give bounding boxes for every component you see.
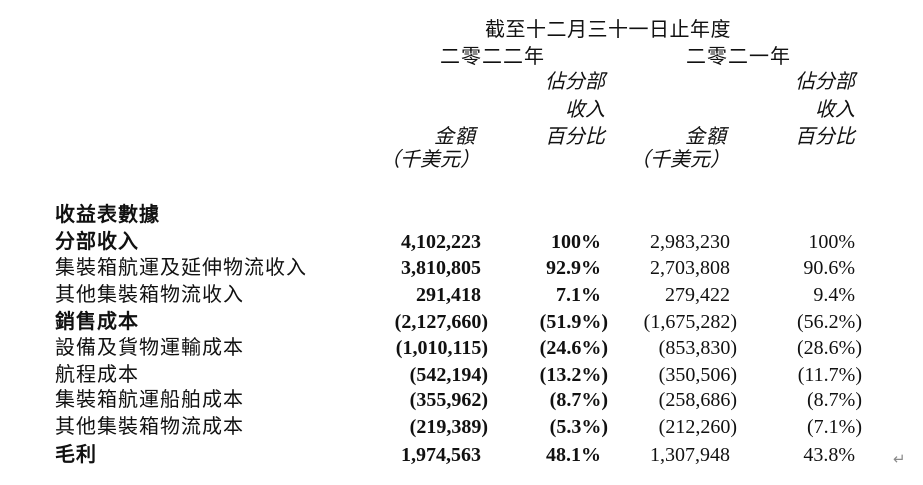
pct-2021-cell: 90.6% [803, 257, 855, 279]
return-icon: ↵ [893, 450, 906, 468]
amount-2022-cell: 3,810,805 [401, 257, 481, 279]
amount-2022-cell: (1,010,115) [395, 337, 488, 359]
pct-2022-cell: (5.3%) [549, 416, 608, 438]
amount-2021-cell: (258,686) [658, 389, 737, 411]
amount-2022-heading: 金額 [434, 126, 476, 148]
amount-2022-cell: 291,418 [416, 284, 481, 306]
pct-2021-cell: (8.7%) [807, 389, 862, 411]
row-label: 航程成本 [55, 364, 139, 386]
pct-2021-heading-line1: 佔分部 [795, 71, 855, 93]
amount-2021-cell: (1,675,282) [643, 311, 737, 333]
pct-2022-cell: 48.1% [546, 444, 601, 466]
pct-2021-cell: (28.6%) [797, 337, 862, 359]
row-label: 毛利 [55, 444, 97, 466]
row-label: 其他集裝箱物流收入 [55, 284, 244, 306]
pct-2021-cell: 100% [808, 231, 855, 253]
pct-2021-cell: (56.2%) [797, 311, 862, 333]
amount-2022-cell: 1,974,563 [401, 444, 481, 466]
year-2021-heading: 二零二一年 [686, 46, 791, 68]
row-label: 設備及貨物運輸成本 [55, 337, 244, 359]
row-label: 其他集裝箱物流成本 [55, 416, 244, 438]
pct-2022-heading-line1: 佔分部 [545, 71, 605, 93]
row-label: 集裝箱航運及延伸物流收入 [55, 257, 307, 279]
amount-2021-cell: 279,422 [665, 284, 730, 306]
amount-2022-cell: (2,127,660) [394, 311, 488, 333]
pct-2022-heading-line3: 百分比 [545, 126, 605, 148]
pct-2022-heading-line2: 收入 [565, 99, 605, 121]
unit-2021-label: （千美元） [630, 149, 730, 171]
pct-2021-cell: (7.1%) [807, 416, 862, 438]
amount-2021-cell: (212,260) [658, 416, 737, 438]
amount-2021-cell: 1,307,948 [650, 444, 730, 466]
amount-2022-cell: 4,102,223 [401, 231, 481, 253]
pct-2022-cell: (13.2%) [539, 364, 608, 386]
pct-2022-cell: (8.7%) [549, 389, 608, 411]
pct-2022-cell: 100% [551, 231, 601, 253]
pct-2022-cell: (24.6%) [539, 337, 608, 359]
amount-2022-cell: (219,389) [409, 416, 488, 438]
row-label: 銷售成本 [55, 311, 139, 333]
amount-2021-cell: 2,983,230 [650, 231, 730, 253]
amount-2021-cell: (350,506) [658, 364, 737, 386]
pct-2021-heading-line3: 百分比 [795, 126, 855, 148]
amount-2022-cell: (355,962) [409, 389, 488, 411]
amount-2021-cell: 2,703,808 [650, 257, 730, 279]
amount-2021-heading: 金額 [685, 126, 727, 148]
unit-2022-label: （千美元） [380, 149, 480, 171]
pct-2022-cell: (51.9%) [539, 311, 608, 333]
pct-2021-cell: (11.7%) [797, 364, 862, 386]
pct-2021-cell: 9.4% [813, 284, 855, 306]
section-title: 收益表數據 [55, 204, 160, 226]
pct-2021-heading-line2: 收入 [815, 99, 855, 121]
pct-2022-cell: 92.9% [546, 257, 601, 279]
amount-2021-cell: (853,830) [658, 337, 737, 359]
row-label: 分部收入 [55, 231, 139, 253]
pct-2021-cell: 43.8% [803, 444, 855, 466]
pct-2022-cell: 7.1% [556, 284, 601, 306]
period-heading: 截至十二月三十一日止年度 [485, 19, 731, 41]
year-2022-heading: 二零二二年 [440, 46, 545, 68]
amount-2022-cell: (542,194) [409, 364, 488, 386]
row-label: 集裝箱航運船舶成本 [55, 389, 244, 411]
